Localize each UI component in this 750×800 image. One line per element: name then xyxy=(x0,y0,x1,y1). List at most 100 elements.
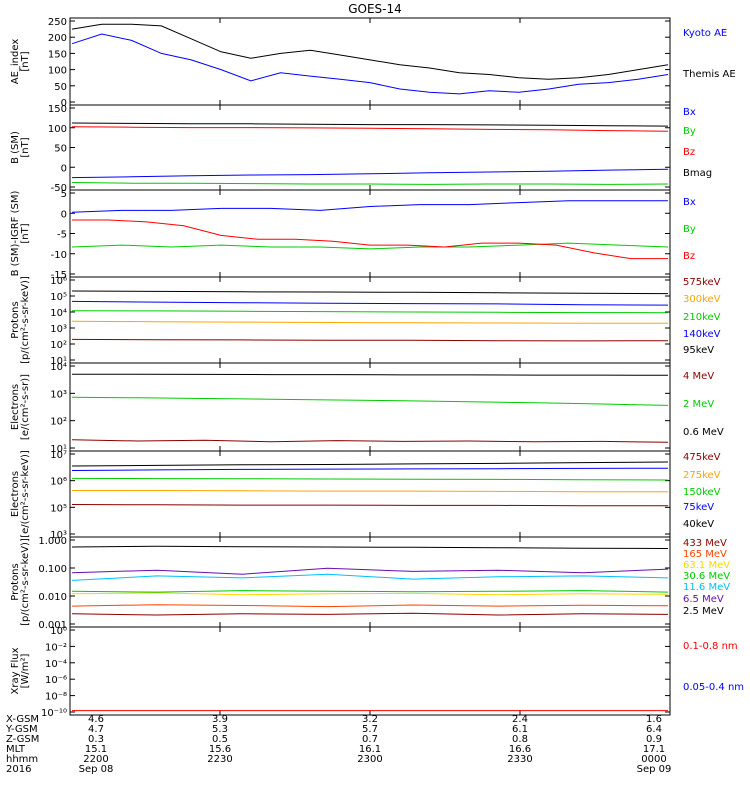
y-axis-label: Electrons xyxy=(10,384,21,430)
legend-entry: 30.6 MeV xyxy=(683,571,730,582)
series-line xyxy=(71,439,669,443)
footer-value: 0.5 xyxy=(212,734,228,745)
y-tick-label: 10⁻⁶ xyxy=(45,675,67,686)
legend-entry: By xyxy=(683,224,696,235)
y-tick-label: 100 xyxy=(48,124,67,135)
footer-value: 0.9 xyxy=(646,734,662,745)
footer-row-label: hhmm xyxy=(6,754,38,765)
y-tick-label: 1.000 xyxy=(38,536,67,547)
series-line xyxy=(71,461,669,467)
footer-value: 0.8 xyxy=(512,734,528,745)
y-tick-label: 250 xyxy=(48,17,67,28)
series-line xyxy=(72,490,668,493)
y-tick-label: 10⁻¹⁰ xyxy=(41,708,67,719)
footer-value: 5.3 xyxy=(212,724,228,735)
y-tick-label: 10² xyxy=(50,417,67,428)
footer-value: 3.9 xyxy=(212,714,228,725)
series-line xyxy=(71,310,669,314)
legend-entry: 210keV xyxy=(683,312,721,323)
series-line xyxy=(71,122,669,127)
footer-value: 2230 xyxy=(207,754,232,765)
footer-value: 6.4 xyxy=(646,724,662,735)
series-line xyxy=(71,545,669,549)
y-tick-label: 0 xyxy=(61,98,67,109)
series-line xyxy=(71,604,669,608)
footer-value: 2330 xyxy=(507,754,532,765)
footer-value: 16.1 xyxy=(359,744,381,755)
y-tick-label: 10⁻² xyxy=(45,642,67,653)
y-axis-label: AE_index xyxy=(10,39,21,85)
footer-value: Sep 09 xyxy=(637,764,672,775)
legend-entry: Bx xyxy=(683,197,696,208)
panel-frame xyxy=(69,276,671,364)
footer-value: 4.6 xyxy=(88,714,104,725)
footer-value: 6.1 xyxy=(512,724,528,735)
series-line xyxy=(71,590,669,593)
y-axis-label: B (SM) xyxy=(10,131,21,164)
y-axis-label: Protons xyxy=(10,301,21,338)
y-tick-label: 10¹ xyxy=(50,356,67,367)
footer-value: Sep 08 xyxy=(79,764,114,775)
y-tick-label: 10³ xyxy=(50,324,67,335)
y-tick-label: 10⁴ xyxy=(50,362,67,373)
legend-entry: 2.5 MeV xyxy=(683,606,724,617)
series-line xyxy=(71,612,669,616)
y-tick-label: 200 xyxy=(48,33,67,44)
footer-value: 15.1 xyxy=(85,744,107,755)
legend-entry: 6.5 MeV xyxy=(683,594,724,605)
legend-entry: 11.6 MeV xyxy=(683,582,730,593)
y-axis-label: [W/m²] xyxy=(20,653,31,688)
y-axis-label: [nT] xyxy=(20,51,31,71)
series-line xyxy=(71,168,669,179)
legend-entry: Kyoto AE xyxy=(683,28,727,39)
footer-value: 0.3 xyxy=(88,734,104,745)
y-tick-label: 0 xyxy=(61,209,67,220)
footer-value: 16.6 xyxy=(509,744,531,755)
series-line xyxy=(71,567,669,575)
legend-entry: 0.05-0.4 nm xyxy=(683,682,744,693)
legend-entry: 2 MeV xyxy=(683,399,714,410)
legend-entry: 63.1 MeV xyxy=(683,560,730,571)
legend-entry: Themis AE xyxy=(682,69,736,80)
footer-value: 2200 xyxy=(83,754,108,765)
y-tick-label: 50 xyxy=(54,144,67,155)
y-tick-label: 0.100 xyxy=(38,564,67,575)
y-tick-label: 0.001 xyxy=(38,620,67,631)
y-tick-label: 10⁻⁴ xyxy=(45,659,67,670)
y-axis-label: [e/(cm²-s-sr)] xyxy=(20,374,31,440)
series-line xyxy=(71,300,669,306)
y-axis-label: [e/(cm²-s-sr-keV)] xyxy=(20,450,31,538)
footer-value: 1.6 xyxy=(646,714,662,725)
series-line xyxy=(71,396,669,406)
footer-value: 0.7 xyxy=(362,734,378,745)
legend-entry: 165 MeV xyxy=(683,549,727,560)
legend-entry: 40keV xyxy=(683,519,714,530)
legend-entry: 150keV xyxy=(683,487,721,498)
footer-row-label: MLT xyxy=(6,744,26,755)
y-axis-label: [nT] xyxy=(20,137,31,157)
footer-value: 5.7 xyxy=(362,724,378,735)
footer-value: 17.1 xyxy=(643,744,665,755)
y-axis-label: Protons xyxy=(10,563,21,600)
y-axis-label: [p/(cm²-s-sr-keV)] xyxy=(20,538,31,626)
footer-row-label: Y-GSM xyxy=(5,724,38,735)
y-tick-label: 0 xyxy=(61,163,67,174)
y-tick-label: 10² xyxy=(50,340,67,351)
footer-value: 0000 xyxy=(641,754,666,765)
y-tick-label: 10¹ xyxy=(50,444,67,455)
footer-value: 3.2 xyxy=(362,714,378,725)
y-axis-label: Xray Flux xyxy=(10,647,21,694)
y-tick-label: -10 xyxy=(51,250,67,261)
series-line xyxy=(71,573,669,581)
y-axis-label: Electrons xyxy=(10,471,21,517)
legend-entry: 575keV xyxy=(683,277,721,288)
y-tick-label: 150 xyxy=(48,49,67,60)
footer-value: 15.6 xyxy=(209,744,231,755)
legend-entry: 140keV xyxy=(683,329,721,340)
panel-frame xyxy=(69,104,671,191)
y-tick-label: -15 xyxy=(51,270,67,281)
series-line xyxy=(71,182,669,185)
series-line xyxy=(72,219,668,260)
y-tick-label: 150 xyxy=(48,104,67,115)
